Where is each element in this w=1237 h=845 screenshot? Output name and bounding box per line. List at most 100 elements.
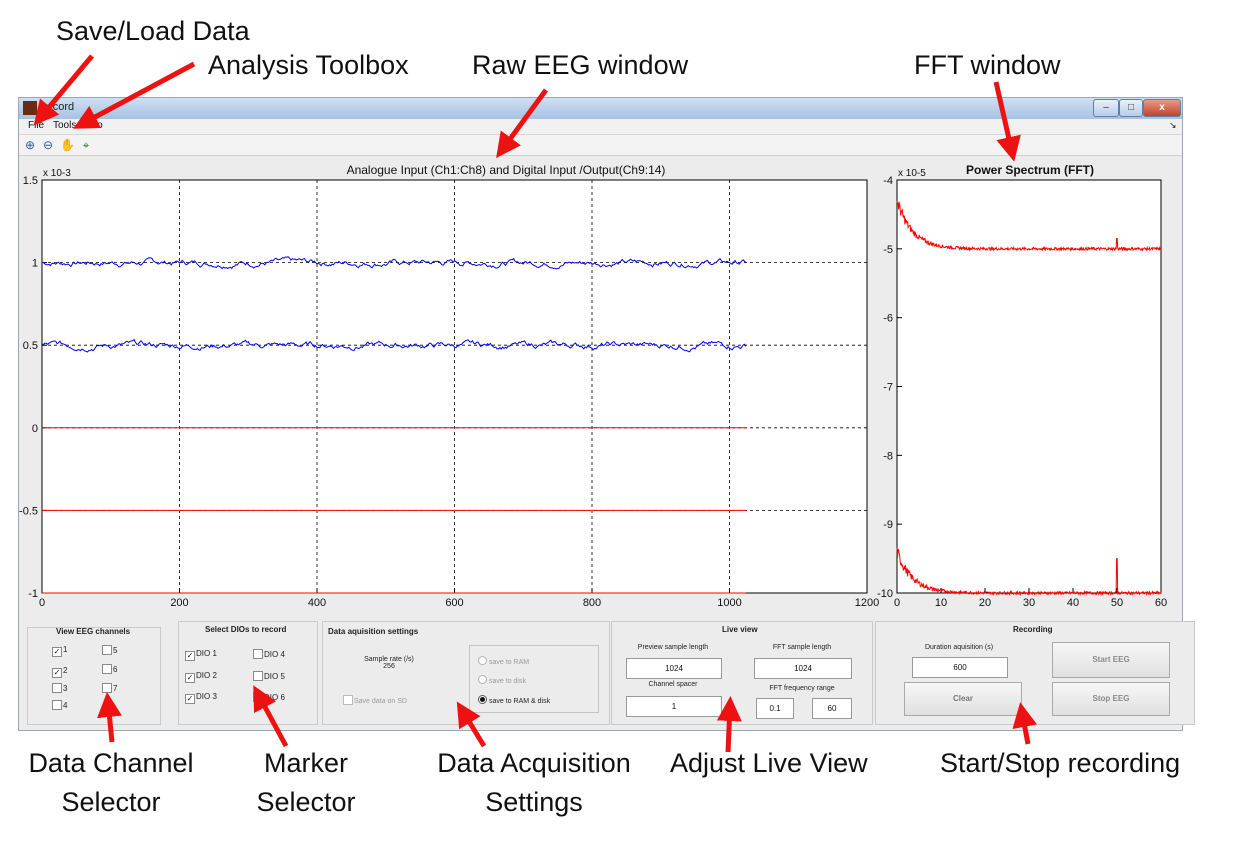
dio-panel-title: Select DIOs to record [205,625,287,634]
checkbox-box [343,695,353,705]
toolbar: ⊕ ⊖ ✋ ⌖ [19,135,1182,156]
eeg-channel-2-label: 2 [63,666,68,675]
eeg-channel-3-checkbox[interactable]: 3 [52,683,67,693]
annotation-acquisition: Data Acquisition Settings [420,748,648,818]
eeg-channel-5-checkbox[interactable]: 5 [102,645,117,655]
preview-length-input[interactable]: 1024 [626,658,722,679]
dio-3-checkbox[interactable]: ✓ DIO 3 [185,692,217,704]
stop-eeg-button[interactable]: Stop EEG [1052,682,1170,716]
title-bar[interactable]: record – □ x [19,98,1182,119]
dock-arrow-icon[interactable]: ↘ [1169,120,1177,130]
eeg-channel-3-label: 3 [63,684,68,693]
save-disk-label: save to disk [489,678,526,685]
dio-4-label: DIO 4 [264,650,285,659]
eeg-channel-2-checkbox[interactable]: ✓ 2 [52,666,67,678]
eeg-channel-5-label: 5 [113,646,118,655]
checkbox-box: ✓ [52,668,62,678]
channel-spacer-label: Channel spacer [648,681,698,688]
live-view-panel-title: Live view [722,625,758,634]
eeg-channel-4-checkbox[interactable]: 4 [52,700,67,710]
annotation-data-channel-line1: Data Channel [28,748,194,778]
checkbox-box [102,664,112,674]
annotation-raw-eeg: Raw EEG window [472,50,689,80]
annotation-start-stop: Start/Stop recording [940,748,1181,778]
annotation-marker: Marker Selector [236,748,376,818]
raw-eeg-plot-title: Analogue Input (Ch1:Ch8) and Digital Inp… [346,163,666,177]
checkbox-box [102,683,112,693]
recording-panel: Recording Duration aquisition (s) 600 St… [875,621,1195,725]
annotation-data-channel: Data Channel Selector [20,748,202,818]
save-disk-radio[interactable]: save to disk [478,675,526,685]
annotation-acquisition-line2: Settings [485,787,583,818]
close-button[interactable]: x [1143,99,1181,117]
eeg-channel-7-checkbox[interactable]: 7 [102,683,117,693]
preview-length-label: Preview sample length [637,644,709,651]
maximize-button[interactable]: □ [1119,99,1143,117]
annotation-save-load: Save/Load Data [56,16,250,46]
dio-6-label: DIO 6 [264,693,285,702]
annotation-data-channel-line2: Selector [61,787,161,818]
eeg-channel-1-checkbox[interactable]: ✓ 1 [52,645,67,657]
data-cursor-icon[interactable]: ⌖ [82,138,90,152]
eeg-channel-6-checkbox[interactable]: 6 [102,664,117,674]
menu-info[interactable]: Info [86,120,103,131]
duration-label: Duration aquisition (s) [924,644,994,651]
annotation-fft-window: FFT window [914,50,1061,80]
checkbox-box [102,645,112,655]
checkbox-box: ✓ [52,647,62,657]
fft-length-input[interactable]: 1024 [754,658,852,679]
start-eeg-button[interactable]: Start EEG [1052,642,1170,678]
save-sd-checkbox[interactable]: Save data on SD [343,695,407,705]
checkbox-box: ✓ [185,673,195,683]
dio-panel: Select DIOs to record ✓ DIO 1 ✓ DIO 2 ✓ DIO… [178,621,318,725]
fft-plot-title: Power Spectrum (FFT) [965,163,1094,177]
dio-4-checkbox[interactable]: DIO 4 [253,649,285,659]
checkbox-box: ✓ [185,651,195,661]
fft-length-label: FFT sample length [772,644,832,651]
annotation-live-view: Adjust Live View [670,748,868,778]
pan-hand-icon[interactable]: ✋ [60,138,75,152]
fft-max-input[interactable]: 60 [812,698,852,719]
eeg-channel-1-label: 1 [63,645,68,654]
dio-1-label: DIO 1 [196,649,217,658]
radio-dot [478,695,487,704]
fft-min-input[interactable]: 0.1 [756,698,794,719]
annotation-marker-line2: Selector [256,787,356,818]
dio-5-label: DIO 5 [264,672,285,681]
acquisition-panel: Data aquisition settings Sample rate (/s… [322,621,610,725]
radio-dot [478,656,487,665]
eeg-channel-4-label: 4 [63,701,68,710]
recording-panel-title: Recording [1013,625,1053,634]
minimize-button[interactable]: – [1093,99,1119,117]
save-both-radio[interactable]: save to RAM & disk [478,695,550,705]
annotation-acquisition-line1: Data Acquisition [437,748,631,778]
zoom-out-icon[interactable]: ⊖ [42,138,54,152]
dio-5-checkbox[interactable]: DIO 5 [253,671,285,681]
annotation-marker-line1: Marker [263,748,348,778]
dio-2-checkbox[interactable]: ✓ DIO 2 [185,671,217,683]
checkbox-box: ✓ [185,694,195,704]
channel-spacer-input[interactable]: 1 [626,696,722,717]
dio-1-checkbox[interactable]: ✓ DIO 1 [185,649,217,661]
checkbox-box [253,692,263,702]
save-both-label: save to RAM & disk [489,698,551,705]
save-ram-radio[interactable]: save to RAM [478,656,529,666]
menu-file[interactable]: File [28,120,45,131]
dio-3-label: DIO 3 [196,692,217,701]
clear-button[interactable]: Clear [904,682,1022,716]
checkbox-box [253,649,263,659]
zoom-in-icon[interactable]: ⊕ [24,138,36,152]
eeg-channel-7-label: 7 [113,684,118,693]
checkbox-box [253,671,263,681]
dio-6-checkbox[interactable]: DIO 6 [253,692,285,702]
menu-tools[interactable]: Tools [53,120,77,131]
eeg-channels-panel-title: View EEG channels [56,627,131,636]
live-view-panel: Live view Preview sample length 1024 FFT… [611,621,873,725]
checkbox-box [52,683,62,693]
dio-2-label: DIO 2 [196,671,217,680]
annotation-analysis-toolbox: Analysis Toolbox [208,50,409,80]
fft-range-label: FFT frequency range [769,685,835,692]
radio-dot [478,675,487,684]
acquisition-panel-title: Data aquisition settings [328,627,419,636]
duration-input[interactable]: 600 [912,657,1008,678]
